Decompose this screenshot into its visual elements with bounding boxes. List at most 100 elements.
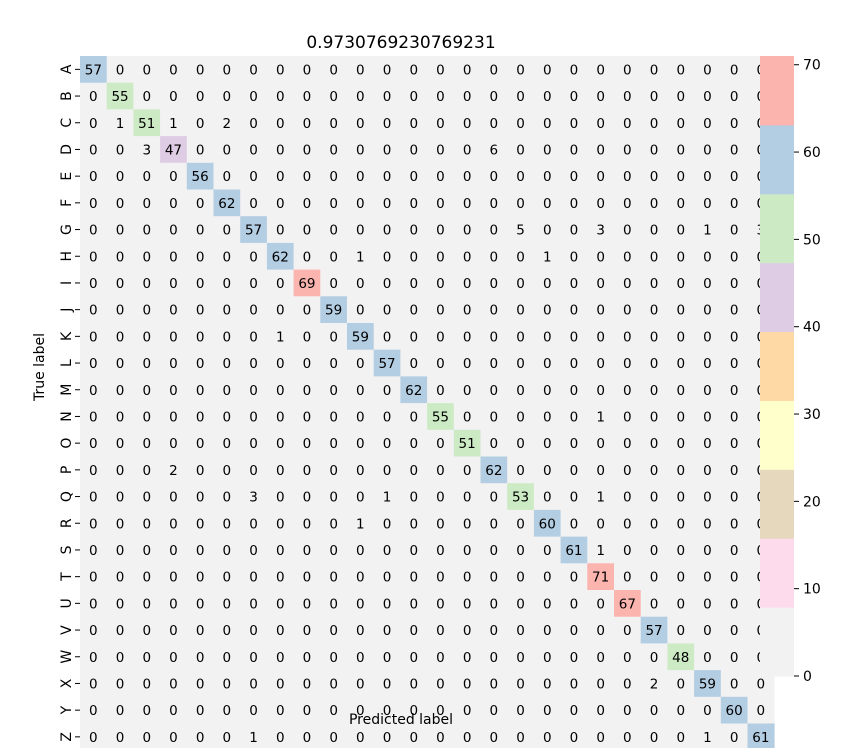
cell-value-label: 0: [303, 703, 312, 719]
heatmap-cell: [507, 643, 535, 671]
cell-value-label: 0: [303, 570, 312, 586]
cell-value-label: 0: [89, 356, 98, 372]
heatmap-cell: [667, 403, 695, 431]
cell-value-label: 0: [276, 516, 285, 532]
cell-value-label: 0: [249, 89, 258, 105]
heatmap-cell: [400, 536, 428, 564]
cell-value-label: 0: [196, 116, 205, 132]
cell-value-label: 0: [249, 142, 258, 158]
cell-value-label: 0: [409, 623, 418, 639]
cell-value-label: 57: [245, 223, 262, 239]
cell-value-label: 0: [730, 676, 739, 692]
cell-value-label: 0: [223, 676, 232, 692]
cell-value-label: 0: [223, 623, 232, 639]
cell-value-label: 0: [356, 196, 365, 212]
heatmap-cell: [720, 189, 748, 217]
cell-value-label: 0: [89, 142, 98, 158]
heatmap-cell: [133, 216, 161, 244]
cell-value-label: 0: [436, 356, 445, 372]
cell-value-label: 0: [356, 676, 365, 692]
heatmap-cell: [213, 429, 241, 457]
cell-value-label: 67: [619, 596, 636, 612]
cell-value-label: 0: [169, 89, 178, 105]
cell-value-label: 0: [329, 89, 338, 105]
cell-value-label: 6: [490, 142, 499, 158]
heatmap-cell: [293, 643, 321, 671]
y-tick-label: F: [59, 199, 75, 207]
cell-value-label: 0: [356, 543, 365, 559]
cell-value-label: 0: [463, 276, 472, 292]
cell-value-label: 0: [223, 329, 232, 345]
heatmap-cell: [293, 483, 321, 511]
cell-value-label: 0: [516, 303, 525, 319]
heatmap-cell: [320, 269, 348, 297]
heatmap-cell: [106, 376, 134, 404]
cell-value-label: 0: [623, 676, 632, 692]
heatmap-cell: [106, 162, 134, 190]
cell-value-label: 0: [570, 676, 579, 692]
heatmap-cell: [720, 269, 748, 297]
heatmap-cell: [213, 216, 241, 244]
cell-value-label: 0: [356, 356, 365, 372]
cell-value-label: 0: [650, 249, 659, 265]
cell-value-label: 0: [383, 303, 392, 319]
heatmap-cell: [373, 563, 401, 591]
cell-value-label: 0: [543, 409, 552, 425]
heatmap-cell: [480, 349, 508, 377]
heatmap-cell: [533, 670, 561, 698]
heatmap-cell: [427, 509, 455, 537]
cell-value-label: 0: [89, 703, 98, 719]
heatmap-cell: [106, 189, 134, 217]
cell-value-label: 0: [409, 436, 418, 452]
y-tick-label: V: [59, 625, 75, 635]
cell-value-label: 0: [196, 89, 205, 105]
heatmap-cell: [640, 403, 668, 431]
cell-value-label: 0: [543, 570, 552, 586]
heatmap-cell: [293, 563, 321, 591]
cell-value-label: 0: [303, 516, 312, 532]
cell-value-label: 0: [730, 623, 739, 639]
heatmap-cell: [453, 616, 481, 644]
cell-value-label: 1: [596, 490, 605, 506]
heatmap-cell: [373, 162, 401, 190]
heatmap-cell: [160, 403, 188, 431]
heatmap-cell: [667, 162, 695, 190]
heatmap-cell: [587, 136, 615, 164]
heatmap-cell: [320, 723, 348, 751]
cell-value-label: 0: [223, 409, 232, 425]
cell-value-label: 0: [142, 409, 151, 425]
heatmap-cell: [694, 643, 722, 671]
heatmap-cell: [480, 323, 508, 351]
heatmap-cell: [747, 696, 775, 724]
heatmap-cell: [186, 216, 214, 244]
heatmap-cell: [640, 296, 668, 324]
cell-value-label: 0: [249, 249, 258, 265]
heatmap-cell: [160, 82, 188, 110]
y-tick-label: W: [59, 650, 75, 664]
heatmap-cell: [320, 509, 348, 537]
heatmap-cell: [266, 109, 294, 137]
cell-value-label: 0: [490, 223, 499, 239]
heatmap-cell: [640, 670, 668, 698]
cell-value-label: 0: [703, 303, 712, 319]
heatmap-cell: [614, 643, 642, 671]
cell-value-label: 0: [650, 409, 659, 425]
cell-value-label: 0: [116, 436, 125, 452]
cell-value-label: 0: [436, 650, 445, 666]
heatmap-cell: [347, 536, 375, 564]
cell-value-label: 0: [383, 516, 392, 532]
heatmap-cell: [667, 670, 695, 698]
cell-value-label: 0: [89, 383, 98, 399]
heatmap-cell: [640, 242, 668, 270]
heatmap-cell: [614, 670, 642, 698]
heatmap-cell: [160, 189, 188, 217]
cell-value-label: 0: [730, 142, 739, 158]
heatmap-cell: [694, 696, 722, 724]
cell-value-label: 0: [142, 516, 151, 532]
cell-value-label: 51: [138, 116, 155, 132]
heatmap-cell: [186, 189, 214, 217]
cell-value-label: 0: [356, 142, 365, 158]
cell-value-label: 0: [570, 356, 579, 372]
heatmap-cell: [320, 82, 348, 110]
